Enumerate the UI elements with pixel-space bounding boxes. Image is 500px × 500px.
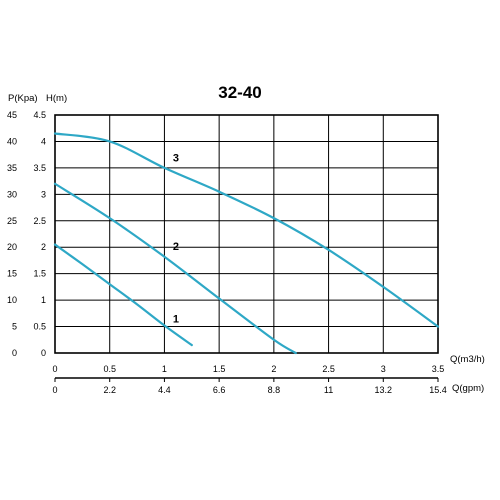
x-tick-label-secondary: 2.2 xyxy=(103,385,116,395)
curve-3-line xyxy=(53,132,440,328)
curve-1-line xyxy=(53,243,193,347)
curve-2-line xyxy=(53,182,297,355)
x-tick-label-primary: 0 xyxy=(52,364,57,374)
x-tick-label-primary: 3 xyxy=(381,364,386,374)
y-tick-label-h: 0 xyxy=(41,348,46,358)
y-tick-label-p: 10 xyxy=(7,295,17,305)
plot-frame xyxy=(54,114,439,354)
y-axis-p-ticks: 0 5 10 15 20 25 30 35 40 45 xyxy=(7,110,17,358)
left-axis-title-h: H(m) xyxy=(46,93,67,104)
y-tick-label-p: 15 xyxy=(7,269,17,279)
y-tick-label-h: 3 xyxy=(41,189,46,199)
x-tick-label-primary: 1 xyxy=(162,364,167,374)
x-tick-label-secondary: 6.6 xyxy=(213,385,226,395)
y-axis-h-ticks: 0 0.5 1 1.5 2 2.5 3 3.5 4 4.5 xyxy=(33,110,46,358)
curve-2-label: 2 xyxy=(173,241,179,253)
x-tick-label-secondary: 11 xyxy=(324,385,333,395)
x-tick-label-primary: 3.5 xyxy=(432,364,445,374)
x-tick-label-secondary: 0 xyxy=(52,385,57,395)
y-tick-label-h: 4.5 xyxy=(33,110,46,120)
x-axis-primary-ticks: 0 0.5 1 1.5 2 2.5 3 3.5 xyxy=(52,364,444,374)
x-axis-secondary-ticks: 0 2.2 4.4 6.6 8.8 11 13.2 15.4 xyxy=(52,378,447,395)
pump-curves: 1 2 3 xyxy=(53,132,440,355)
left-axis-title-p: P(Kpa) xyxy=(8,93,38,104)
y-tick-label-p: 40 xyxy=(7,136,17,146)
x-axis-primary-title: Q(m3/h) xyxy=(450,354,485,365)
x-tick-label-secondary: 4.4 xyxy=(158,385,171,395)
y-tick-label-p: 35 xyxy=(7,163,17,173)
x-tick-label-primary: 1.5 xyxy=(213,364,226,374)
x-tick-label-primary: 2 xyxy=(271,364,276,374)
x-tick-label-secondary: 15.4 xyxy=(429,385,447,395)
curve-1-label: 1 xyxy=(173,313,179,325)
y-tick-label-p: 25 xyxy=(7,216,17,226)
y-tick-label-h: 3.5 xyxy=(33,163,46,173)
y-tick-label-h: 0.5 xyxy=(33,322,46,332)
y-tick-label-p: 20 xyxy=(7,242,17,252)
y-tick-label-p: 5 xyxy=(12,322,17,332)
y-tick-label-p: 45 xyxy=(7,110,17,120)
x-tick-label-secondary: 13.2 xyxy=(375,385,393,395)
chart-title: 32-40 xyxy=(218,83,261,102)
y-tick-label-h: 1 xyxy=(41,295,46,305)
curve-3-label: 3 xyxy=(173,153,179,165)
grid-lines xyxy=(55,115,438,353)
y-tick-label-p: 0 xyxy=(12,348,17,358)
y-tick-label-h: 1.5 xyxy=(33,269,46,279)
y-tick-label-h: 2.5 xyxy=(33,216,46,226)
x-tick-label-primary: 2.5 xyxy=(322,364,335,374)
x-axis-secondary-title: Q(gpm) xyxy=(452,383,484,394)
y-tick-label-h: 2 xyxy=(41,242,46,252)
y-tick-label-h: 4 xyxy=(41,136,46,146)
x-tick-label-primary: 0.5 xyxy=(103,364,116,374)
y-tick-label-p: 30 xyxy=(7,189,17,199)
x-tick-label-secondary: 8.8 xyxy=(268,385,281,395)
